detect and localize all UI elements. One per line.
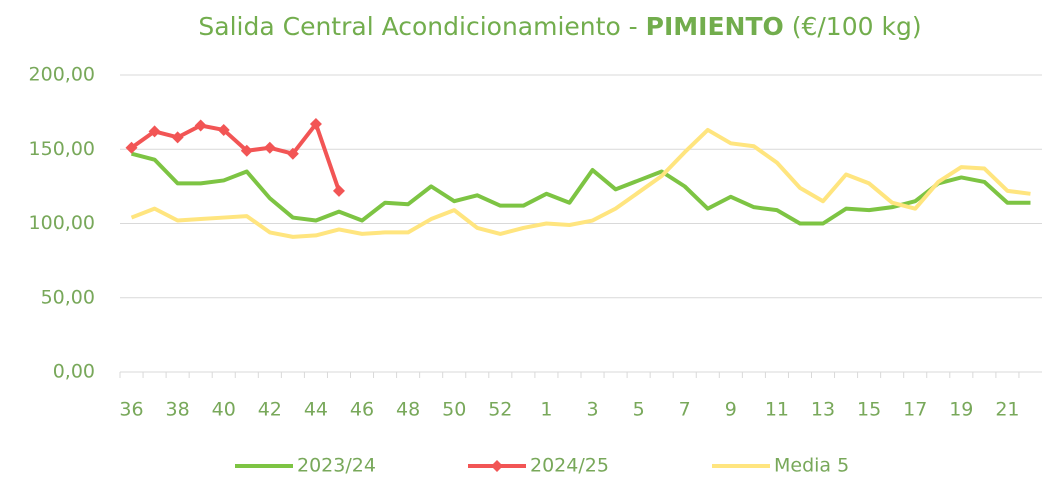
x-tick-label: 17 [903, 399, 927, 421]
y-tick-label: 200,00 [29, 64, 95, 86]
x-tick-label: 52 [488, 399, 512, 421]
x-tick-label: 38 [166, 399, 190, 421]
x-tick-label: 9 [725, 399, 737, 421]
point-marker [125, 141, 138, 154]
x-tick-label: 13 [811, 399, 835, 421]
point-marker [194, 119, 207, 132]
title-suffix: (€/100 kg) [784, 12, 922, 41]
x-tick-label: 21 [995, 399, 1019, 421]
x-tick-label: 40 [212, 399, 236, 421]
legend-label: Media 5 [774, 455, 849, 477]
x-tick-label: 36 [119, 399, 143, 421]
series-line [130, 122, 341, 192]
y-tick-label: 100,00 [29, 212, 95, 234]
x-tick-label: 3 [586, 399, 598, 421]
x-tick-label: 50 [442, 399, 466, 421]
point-marker [148, 125, 161, 138]
chart-title: Salida Central Acondicionamiento - PIMIE… [198, 12, 921, 41]
point-marker [263, 141, 276, 154]
x-tick-label: 15 [857, 399, 881, 421]
x-tick-label: 19 [949, 399, 973, 421]
x-tick-label: 48 [396, 399, 420, 421]
x-tick-label: 11 [765, 399, 789, 421]
point-marker [171, 131, 184, 144]
series-line [131, 151, 1031, 226]
point-marker [309, 118, 322, 131]
point-marker [217, 123, 230, 136]
x-tick-label: 46 [350, 399, 374, 421]
y-tick-label: 150,00 [29, 138, 95, 160]
x-tick-label: 5 [633, 399, 645, 421]
point-marker [240, 144, 253, 157]
point-marker [332, 184, 345, 197]
legend-label: 2023/24 [297, 455, 376, 477]
x-tick-label: 42 [258, 399, 282, 421]
y-tick-label: 50,00 [41, 286, 95, 308]
legend-label: 2024/25 [530, 455, 609, 477]
x-tick-label: 7 [679, 399, 691, 421]
title-emphasis: PIMIENTO [646, 12, 784, 41]
title-prefix: Salida Central Acondicionamiento - [198, 12, 645, 41]
series-line [130, 127, 1031, 239]
point-marker [286, 147, 299, 160]
x-tick-label: 44 [304, 399, 328, 421]
y-tick-label: 0,00 [53, 361, 95, 383]
legend-marker [491, 460, 503, 472]
x-tick-label: 1 [540, 399, 552, 421]
